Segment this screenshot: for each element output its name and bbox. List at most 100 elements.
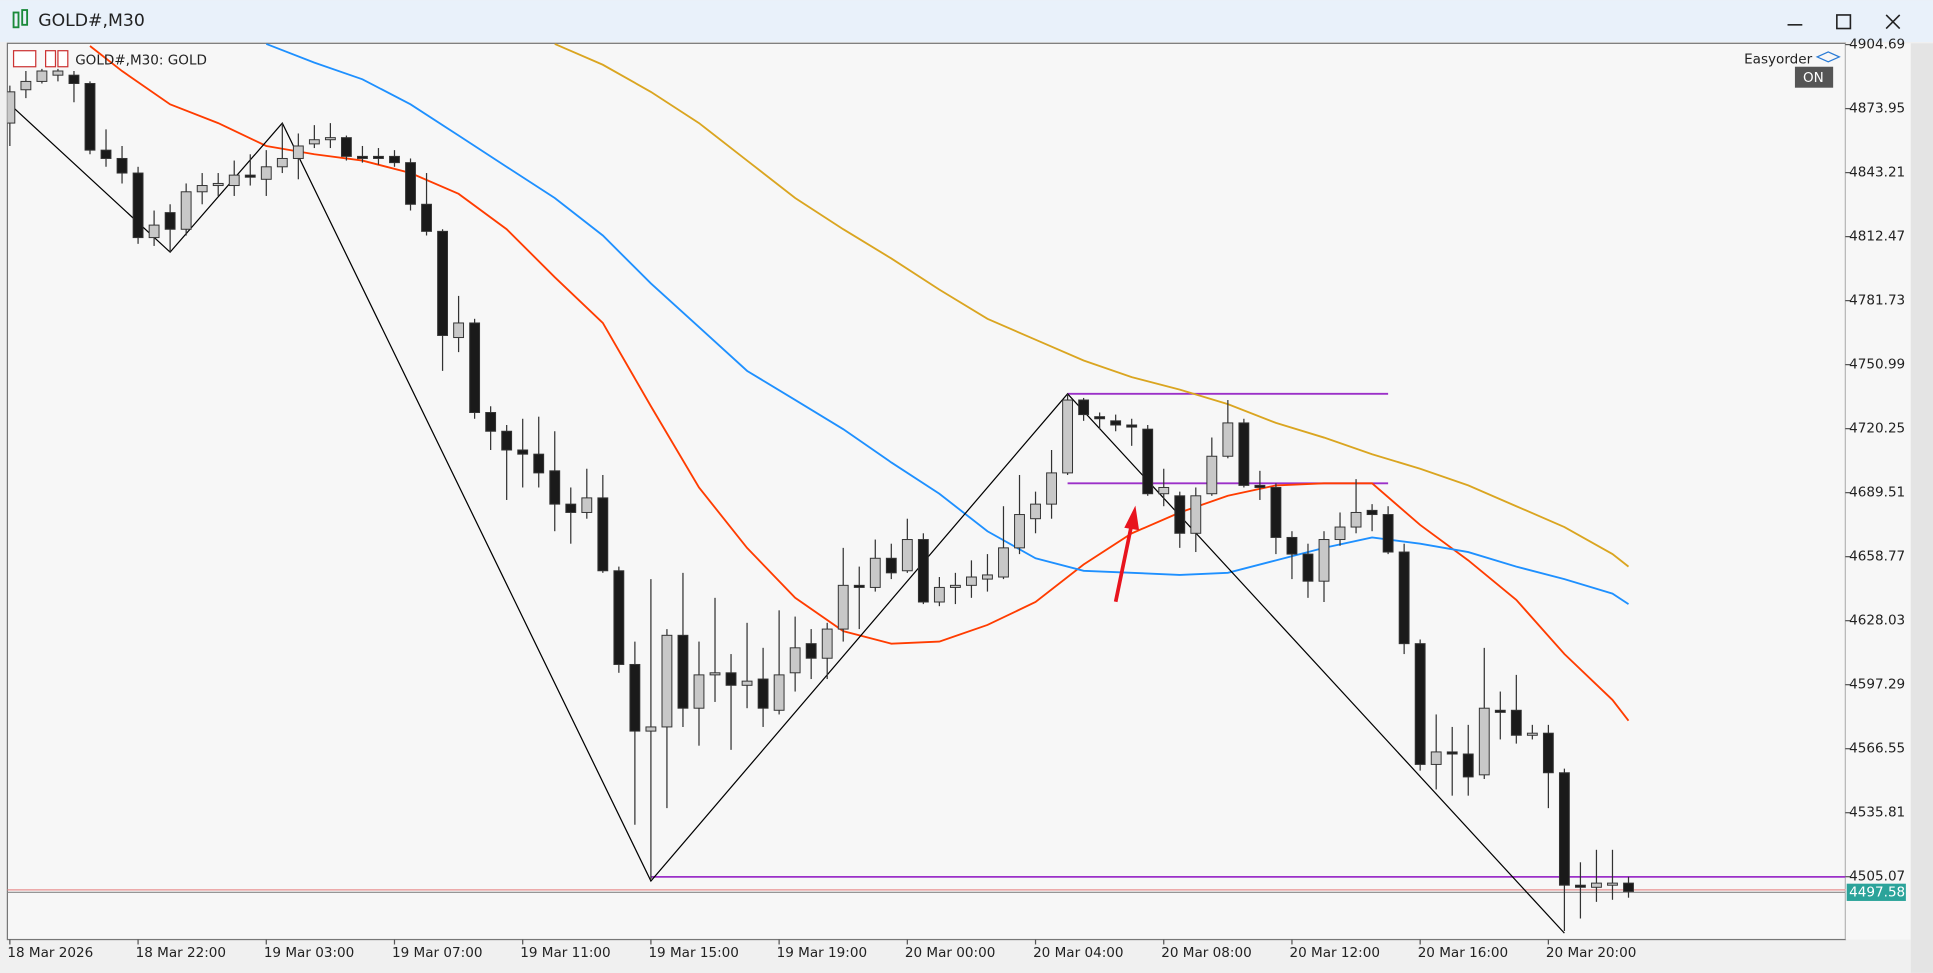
- y-tick-label: 4843.21: [1849, 165, 1905, 181]
- candle-body: [901, 539, 913, 572]
- last-price-box: [1846, 883, 1906, 901]
- candle-body: [196, 185, 208, 193]
- candle-body: [84, 83, 96, 151]
- candle-body: [116, 157, 128, 174]
- candle-body: [1078, 399, 1090, 416]
- candle-body: [1623, 882, 1634, 892]
- candle-body: [1286, 536, 1298, 555]
- x-tick-label: 18 Mar 22:00: [136, 945, 226, 961]
- x-tick-label: 20 Mar 20:00: [1546, 945, 1636, 961]
- candle-body: [1110, 420, 1122, 426]
- candle-body: [1174, 495, 1186, 534]
- candle-body: [917, 539, 929, 603]
- candle-body: [773, 674, 785, 711]
- candle-body: [228, 174, 240, 187]
- candle-body: [453, 322, 465, 339]
- candle-body: [549, 470, 561, 505]
- candle-body: [20, 80, 32, 91]
- icon[interactable]: [57, 50, 69, 68]
- candle-body: [1302, 553, 1314, 582]
- candle-body: [693, 674, 705, 709]
- candle-body: [164, 212, 176, 230]
- y-tick-label: 4873.95: [1849, 101, 1905, 117]
- candle-body: [1318, 539, 1330, 582]
- candle-body: [1062, 399, 1074, 474]
- candle-body: [1014, 514, 1025, 549]
- candle-body: [1158, 486, 1170, 495]
- side-strip: [1910, 43, 1933, 973]
- icon[interactable]: [12, 50, 37, 68]
- last-price-label: 4497.58: [1849, 884, 1905, 900]
- y-tick-label: 4658.77: [1849, 549, 1905, 565]
- x-tick-label: 20 Mar 08:00: [1161, 945, 1251, 961]
- x-tick-label: 19 Mar 11:00: [520, 945, 610, 961]
- candle-body: [1446, 751, 1458, 755]
- on-button[interactable]: [1794, 66, 1834, 88]
- candle-body: [148, 224, 160, 239]
- candle-body: [982, 574, 993, 580]
- candle-body: [1462, 753, 1474, 778]
- close-button[interactable]: [1885, 14, 1901, 30]
- candle-body: [1190, 495, 1202, 534]
- candle-body: [1510, 709, 1522, 736]
- candle-body: [1430, 751, 1442, 765]
- candle-body: [405, 162, 416, 205]
- price-axis: [1845, 43, 1911, 940]
- on-button-label[interactable]: ON: [1803, 70, 1824, 86]
- candle-body: [485, 412, 497, 432]
- candle-body: [292, 145, 304, 159]
- candle-body: [1254, 484, 1266, 488]
- candle-body: [437, 230, 448, 336]
- candle-body: [1046, 472, 1057, 505]
- candle-body: [340, 137, 352, 157]
- candle-body: [1334, 526, 1346, 541]
- icon[interactable]: [44, 50, 57, 68]
- window-title: GOLD#,M30: [38, 11, 145, 31]
- indicator-line: [89, 45, 1630, 722]
- candle-body: [469, 322, 481, 414]
- candle-body: [1526, 732, 1538, 736]
- candle-body: [1222, 422, 1234, 457]
- candle-body: [581, 497, 593, 513]
- candle-body: [1206, 455, 1218, 495]
- maximize-button[interactable]: [1836, 14, 1852, 30]
- y-tick-label: 4597.29: [1849, 677, 1905, 693]
- candle-body: [629, 663, 641, 732]
- candle-body: [389, 155, 400, 164]
- candle-body: [373, 155, 384, 159]
- candle-body: [276, 157, 288, 168]
- x-tick-label: 19 Mar 03:00: [264, 945, 354, 961]
- plot-area: [6, 42, 1847, 941]
- candle-body: [853, 584, 865, 588]
- candle-body: [933, 586, 945, 603]
- candle-body: [1478, 707, 1490, 776]
- x-tick-label: 19 Mar 19:00: [777, 945, 867, 961]
- candle-body: [805, 643, 817, 659]
- candle-body: [998, 547, 1009, 578]
- candle-body: [1575, 884, 1586, 888]
- candle-body: [885, 557, 897, 574]
- candle-body: [789, 647, 801, 674]
- candle-body: [757, 678, 769, 709]
- app-icon: [12, 9, 29, 29]
- candle-body: [645, 726, 657, 732]
- candle-body: [324, 137, 336, 141]
- candle-body: [517, 449, 529, 455]
- candle-body: [7, 91, 16, 124]
- candle-body: [949, 584, 961, 588]
- x-tick-label: 18 Mar 2026: [7, 945, 93, 961]
- x-tick-label: 20 Mar 00:00: [905, 945, 995, 961]
- candle-body: [1126, 424, 1138, 428]
- candle-body: [677, 634, 689, 709]
- x-tick-label: 20 Mar 04:00: [1033, 945, 1123, 961]
- candle-body: [741, 680, 753, 686]
- candle-body: [597, 497, 609, 572]
- candle-body: [244, 174, 256, 178]
- candle-body: [421, 203, 432, 232]
- y-tick-label: 4566.55: [1849, 741, 1905, 757]
- candle-body: [1350, 511, 1362, 528]
- y-tick-label: 4505.07: [1849, 869, 1905, 885]
- candle-body: [260, 166, 272, 180]
- x-tick-label: 20 Mar 12:00: [1289, 945, 1379, 961]
